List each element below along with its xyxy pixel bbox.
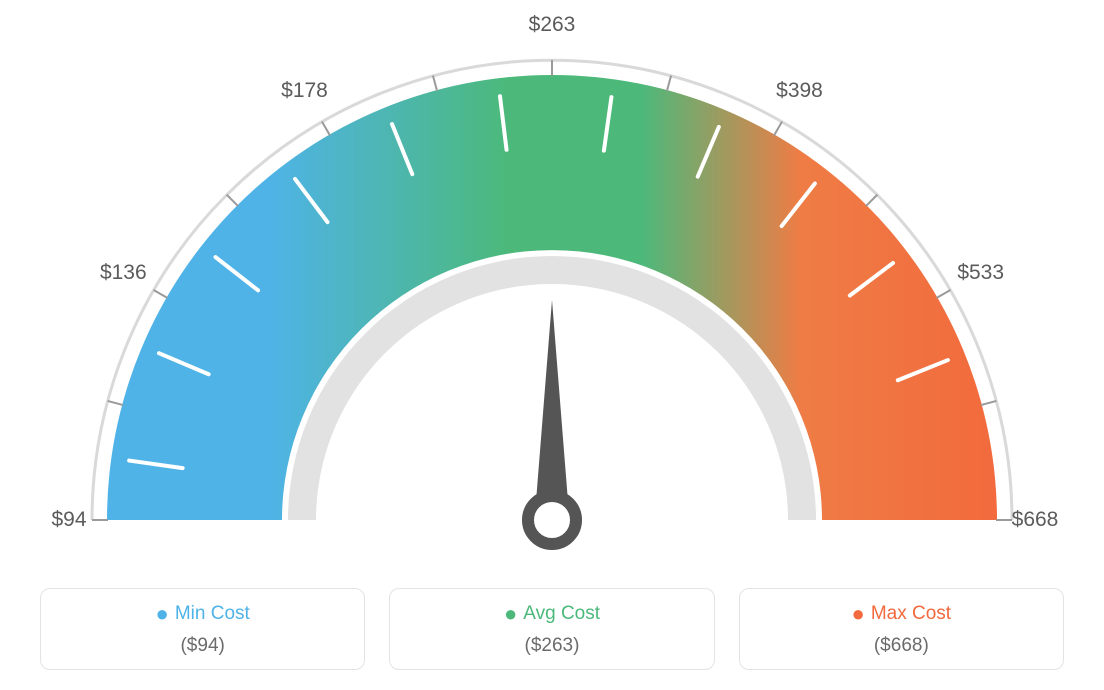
- legend-label: Min Cost: [175, 603, 250, 624]
- gauge-outer-tick: [108, 401, 123, 405]
- legend-dot-icon: ●: [852, 601, 865, 626]
- legend-title: ● Max Cost: [750, 603, 1053, 625]
- gauge-hub: [528, 496, 576, 544]
- legend-title: ● Min Cost: [51, 603, 354, 625]
- legend-label: Max Cost: [871, 603, 951, 624]
- legend-row: ● Min Cost ($94) ● Avg Cost ($263) ● Max Cost ($…: [40, 588, 1064, 670]
- gauge-outer-tick: [433, 76, 437, 91]
- legend-card: ● Max Cost ($668): [739, 588, 1064, 670]
- cost-gauge-container: $94 $136 $178 $263 $398 $533 $668 ● Min Cost ($9…: [0, 0, 1104, 690]
- legend-label: Avg Cost: [523, 603, 600, 624]
- legend-card: ● Min Cost ($94): [40, 588, 365, 670]
- gauge-svg: [0, 0, 1104, 560]
- gauge-tick-label: $178: [281, 79, 328, 103]
- gauge-outer-tick: [937, 290, 951, 298]
- gauge-needle: [534, 300, 569, 523]
- gauge-tick-label: $263: [529, 13, 576, 37]
- gauge-outer-tick: [227, 195, 238, 206]
- gauge-outer-tick: [981, 401, 996, 405]
- legend-value: ($668): [750, 635, 1053, 657]
- legend-dot-icon: ●: [504, 601, 517, 626]
- gauge-tick-label: $136: [100, 261, 147, 285]
- gauge-tick-label: $398: [776, 79, 823, 103]
- gauge-outer-tick: [774, 122, 782, 136]
- legend-dot-icon: ●: [156, 601, 169, 626]
- gauge-tick-label: $94: [51, 508, 86, 532]
- legend-value: ($94): [51, 635, 354, 657]
- legend-value: ($263): [400, 635, 703, 657]
- gauge: $94 $136 $178 $263 $398 $533 $668: [0, 0, 1104, 560]
- gauge-tick-label: $533: [957, 261, 1004, 285]
- gauge-outer-tick: [154, 290, 168, 298]
- gauge-outer-tick: [866, 195, 877, 206]
- legend-title: ● Avg Cost: [400, 603, 703, 625]
- gauge-outer-tick: [667, 76, 671, 91]
- gauge-outer-tick: [322, 122, 330, 136]
- gauge-tick-label: $668: [1012, 508, 1059, 532]
- legend-card: ● Avg Cost ($263): [389, 588, 714, 670]
